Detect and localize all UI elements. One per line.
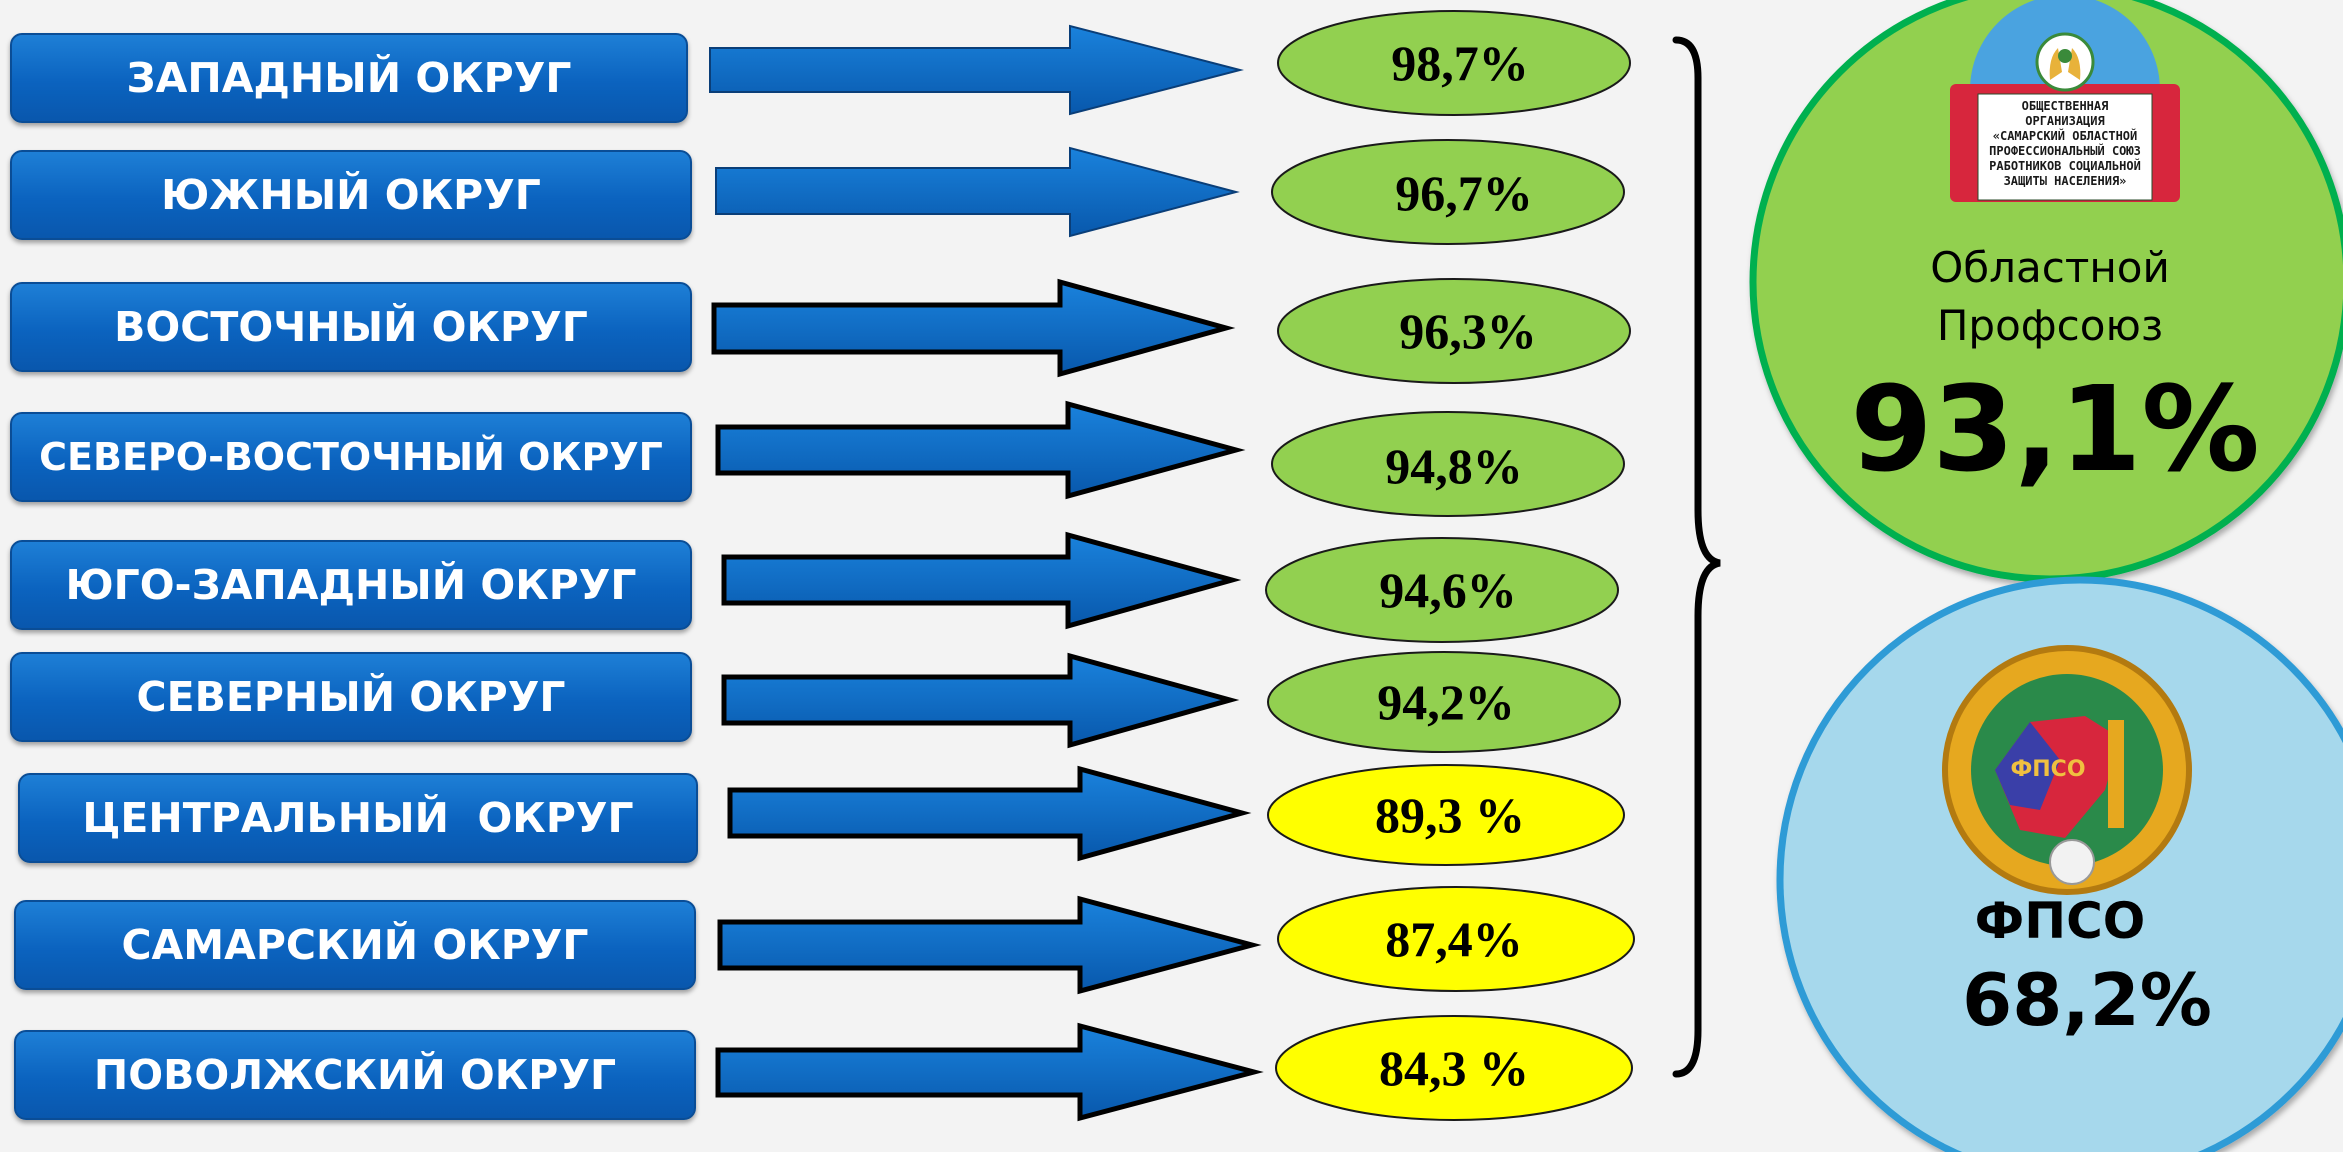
district-label: ВОСТОЧНЫЙ ОКРУГ [114,303,588,351]
arrow-volga [715,1022,1264,1122]
percent-ellipse-western [1277,10,1631,116]
percent-ellipse-north-eastern [1271,411,1625,517]
logo-text-2: ОРГАНИЗАЦИЯ [2025,114,2104,128]
curly-brace [1672,36,1721,1078]
percent-labels: 98,7% 96,7% 96,3% 94,8% 94,6% 94,2% 89,3… [1375,35,1537,1096]
percent-ellipse-volga [1275,1015,1633,1121]
percent-text-eastern: 96,3% [1399,303,1537,359]
district-box-western: ЗАПАДНЫЙ ОКРУГ [10,33,688,123]
federation-percent: 68,2% [1962,958,2212,1042]
arrow-eastern [711,278,1236,378]
percent-text-volga: 84,3 % [1379,1040,1529,1096]
percent-ellipse-central [1267,764,1625,866]
district-box-volga: ПОВОЛЖСКИЙ ОКРУГ [14,1030,696,1120]
district-label: ЦЕНТРАЛЬНЫЙ ОКРУГ [82,794,634,842]
district-label: ЮГО-ЗАПАДНЫЙ ОКРУГ [65,561,637,609]
district-box-central: ЦЕНТРАЛЬНЫЙ ОКРУГ [18,773,698,863]
regional-label-line2: Профсоюз [1937,301,2163,350]
arrow-northern [721,652,1240,749]
percent-ellipses [1265,10,1635,1121]
percent-text-southern: 96,7% [1395,165,1533,221]
district-label: ПОВОЛЖСКИЙ ОКРУГ [93,1051,617,1099]
district-box-north-eastern: СЕВЕРО-ВОСТОЧНЫЙ ОКРУГ [10,412,692,502]
district-label: СЕВЕРО-ВОСТОЧНЫЙ ОКРУГ [39,435,663,479]
percent-text-northern: 94,2% [1377,674,1515,730]
arrow-samara [717,895,1262,995]
regional-label-line1: Областной [1930,243,2170,292]
logo-text-3: «САМАРСКИЙ ОБЛАСТНОЙ [1993,128,2138,143]
fpso-tower-icon [2108,720,2124,828]
district-box-south-western: ЮГО-ЗАПАДНЫЙ ОКРУГ [10,540,692,630]
hands-icon [2049,48,2081,80]
arrow-south-western [721,531,1242,630]
logo-text-6: ЗАЩИТЫ НАСЕЛЕНИЯ» [2004,174,2127,188]
percent-text-south-western: 94,6% [1379,562,1517,618]
fpso-logo: ФПСО [1942,645,2192,895]
district-label: САМАРСКИЙ ОКРУГ [121,921,589,969]
percent-text-samara: 87,4% [1385,911,1523,967]
district-label: ЗАПАДНЫЙ ОКРУГ [126,54,572,102]
percent-ellipse-eastern [1277,278,1631,384]
fpso-logo-text: ФПСО [2010,757,2085,782]
district-label: ЮЖНЫЙ ОКРУГ [161,171,541,219]
arrow-central [727,765,1252,862]
logo-heart-icon [2058,49,2072,63]
percent-ellipse-samara [1277,886,1635,992]
fpso-region-blue-icon [1995,722,2060,810]
regional-logo: ОБЩЕСТВЕННАЯ ОРГАНИЗАЦИЯ «САМАРСКИЙ ОБЛА… [1950,0,2180,202]
arrow-western [709,24,1244,116]
federation-label: ФПСО [1975,892,2146,950]
percent-text-north-eastern: 94,8% [1385,438,1523,494]
regional-union-circle: ОБЩЕСТВЕННАЯ ОРГАНИЗАЦИЯ «САМАРСКИЙ ОБЛА… [1749,0,2343,583]
district-box-eastern: ВОСТОЧНЫЙ ОКРУГ [10,282,692,372]
percent-text-western: 98,7% [1391,35,1529,91]
arrow-north-eastern [715,400,1246,500]
fpso-medal-icon [2049,839,2095,885]
arrows-group [709,24,1264,1122]
district-box-northern: СЕВЕРНЫЙ ОКРУГ [10,652,692,742]
arrow-southern [715,146,1240,238]
logo-panel [1977,93,2153,201]
federation-circle-group: ФПСО ФПСО 68,2% [1776,576,2343,1152]
logo-text-4: ПРОФЕССИОНАЛЬНЫЙ СОЮЗ [1989,143,2141,158]
district-box-southern: ЮЖНЫЙ ОКРУГ [10,150,692,240]
percent-ellipse-northern [1267,651,1621,753]
logo-text-5: РАБОТНИКОВ СОЦИАЛЬНОЙ [1989,158,2141,173]
district-box-samara: САМАРСКИЙ ОКРУГ [14,900,696,990]
percent-ellipse-south-western [1265,537,1619,643]
regional-percent: 93,1% [1850,360,2259,498]
logo-text-1: ОБЩЕСТВЕННАЯ [2022,99,2109,113]
percent-text-central: 89,3 % [1375,787,1525,843]
percent-ellipse-southern [1271,139,1625,245]
district-label: СЕВЕРНЫЙ ОКРУГ [136,673,566,721]
